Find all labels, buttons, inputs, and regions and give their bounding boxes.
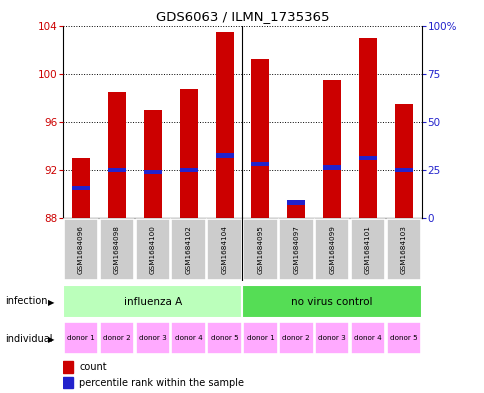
Bar xyxy=(72,158,90,218)
Text: donor 3: donor 3 xyxy=(138,335,166,341)
Text: donor 1: donor 1 xyxy=(246,335,274,341)
Bar xyxy=(394,104,412,218)
Bar xyxy=(63,285,242,318)
Text: donor 1: donor 1 xyxy=(67,335,95,341)
Bar xyxy=(350,219,385,280)
Bar xyxy=(358,156,376,160)
Bar xyxy=(314,219,349,280)
Text: percentile rank within the sample: percentile rank within the sample xyxy=(79,378,244,387)
Bar xyxy=(350,322,385,354)
Bar xyxy=(251,59,269,218)
Bar xyxy=(215,153,233,158)
Bar xyxy=(179,89,197,218)
Text: donor 2: donor 2 xyxy=(282,335,310,341)
Bar xyxy=(135,322,170,354)
Bar xyxy=(63,219,98,280)
Bar xyxy=(107,92,125,218)
Bar xyxy=(99,322,134,354)
Bar xyxy=(143,110,161,218)
Text: individual: individual xyxy=(5,334,52,344)
Bar xyxy=(386,219,421,280)
Bar xyxy=(135,219,170,280)
Bar xyxy=(63,322,98,354)
Bar xyxy=(63,377,73,388)
Text: GSM1684102: GSM1684102 xyxy=(185,225,191,274)
Text: donor 2: donor 2 xyxy=(103,335,131,341)
Bar xyxy=(207,322,242,354)
Bar xyxy=(242,322,277,354)
Bar xyxy=(322,165,340,170)
Text: GSM1684095: GSM1684095 xyxy=(257,225,263,274)
Text: GSM1684103: GSM1684103 xyxy=(400,225,406,274)
Text: no virus control: no virus control xyxy=(291,297,372,307)
Bar xyxy=(358,38,376,218)
Text: donor 4: donor 4 xyxy=(174,335,202,341)
Bar xyxy=(322,80,340,218)
Bar xyxy=(251,162,269,166)
Bar xyxy=(99,219,134,280)
Bar xyxy=(63,362,73,373)
Text: infection: infection xyxy=(5,296,47,307)
Text: count: count xyxy=(79,362,106,372)
Text: GSM1684100: GSM1684100 xyxy=(150,225,155,274)
Bar xyxy=(107,168,125,172)
Bar xyxy=(386,322,421,354)
Bar xyxy=(171,219,206,280)
Text: donor 3: donor 3 xyxy=(318,335,346,341)
Bar xyxy=(215,31,233,218)
Text: GSM1684101: GSM1684101 xyxy=(364,225,370,274)
Text: GSM1684098: GSM1684098 xyxy=(114,225,120,274)
Bar xyxy=(143,170,161,174)
Bar xyxy=(278,219,313,280)
Bar xyxy=(314,322,349,354)
Text: GSM1684099: GSM1684099 xyxy=(329,225,334,274)
Text: GDS6063 / ILMN_1735365: GDS6063 / ILMN_1735365 xyxy=(155,10,329,23)
Bar xyxy=(207,219,242,280)
Text: donor 5: donor 5 xyxy=(389,335,417,341)
Bar xyxy=(278,322,313,354)
Text: donor 5: donor 5 xyxy=(210,335,238,341)
Text: ▶: ▶ xyxy=(47,335,54,344)
Text: ▶: ▶ xyxy=(47,298,54,307)
Text: GSM1684096: GSM1684096 xyxy=(78,225,84,274)
Bar xyxy=(242,285,421,318)
Text: GSM1684097: GSM1684097 xyxy=(293,225,299,274)
Bar xyxy=(394,168,412,172)
Bar xyxy=(287,200,304,205)
Text: GSM1684104: GSM1684104 xyxy=(221,225,227,274)
Bar xyxy=(171,322,206,354)
Text: donor 4: donor 4 xyxy=(353,335,381,341)
Bar xyxy=(242,219,277,280)
Bar xyxy=(72,186,90,190)
Bar xyxy=(179,168,197,172)
Text: influenza A: influenza A xyxy=(123,297,182,307)
Bar xyxy=(287,204,304,218)
